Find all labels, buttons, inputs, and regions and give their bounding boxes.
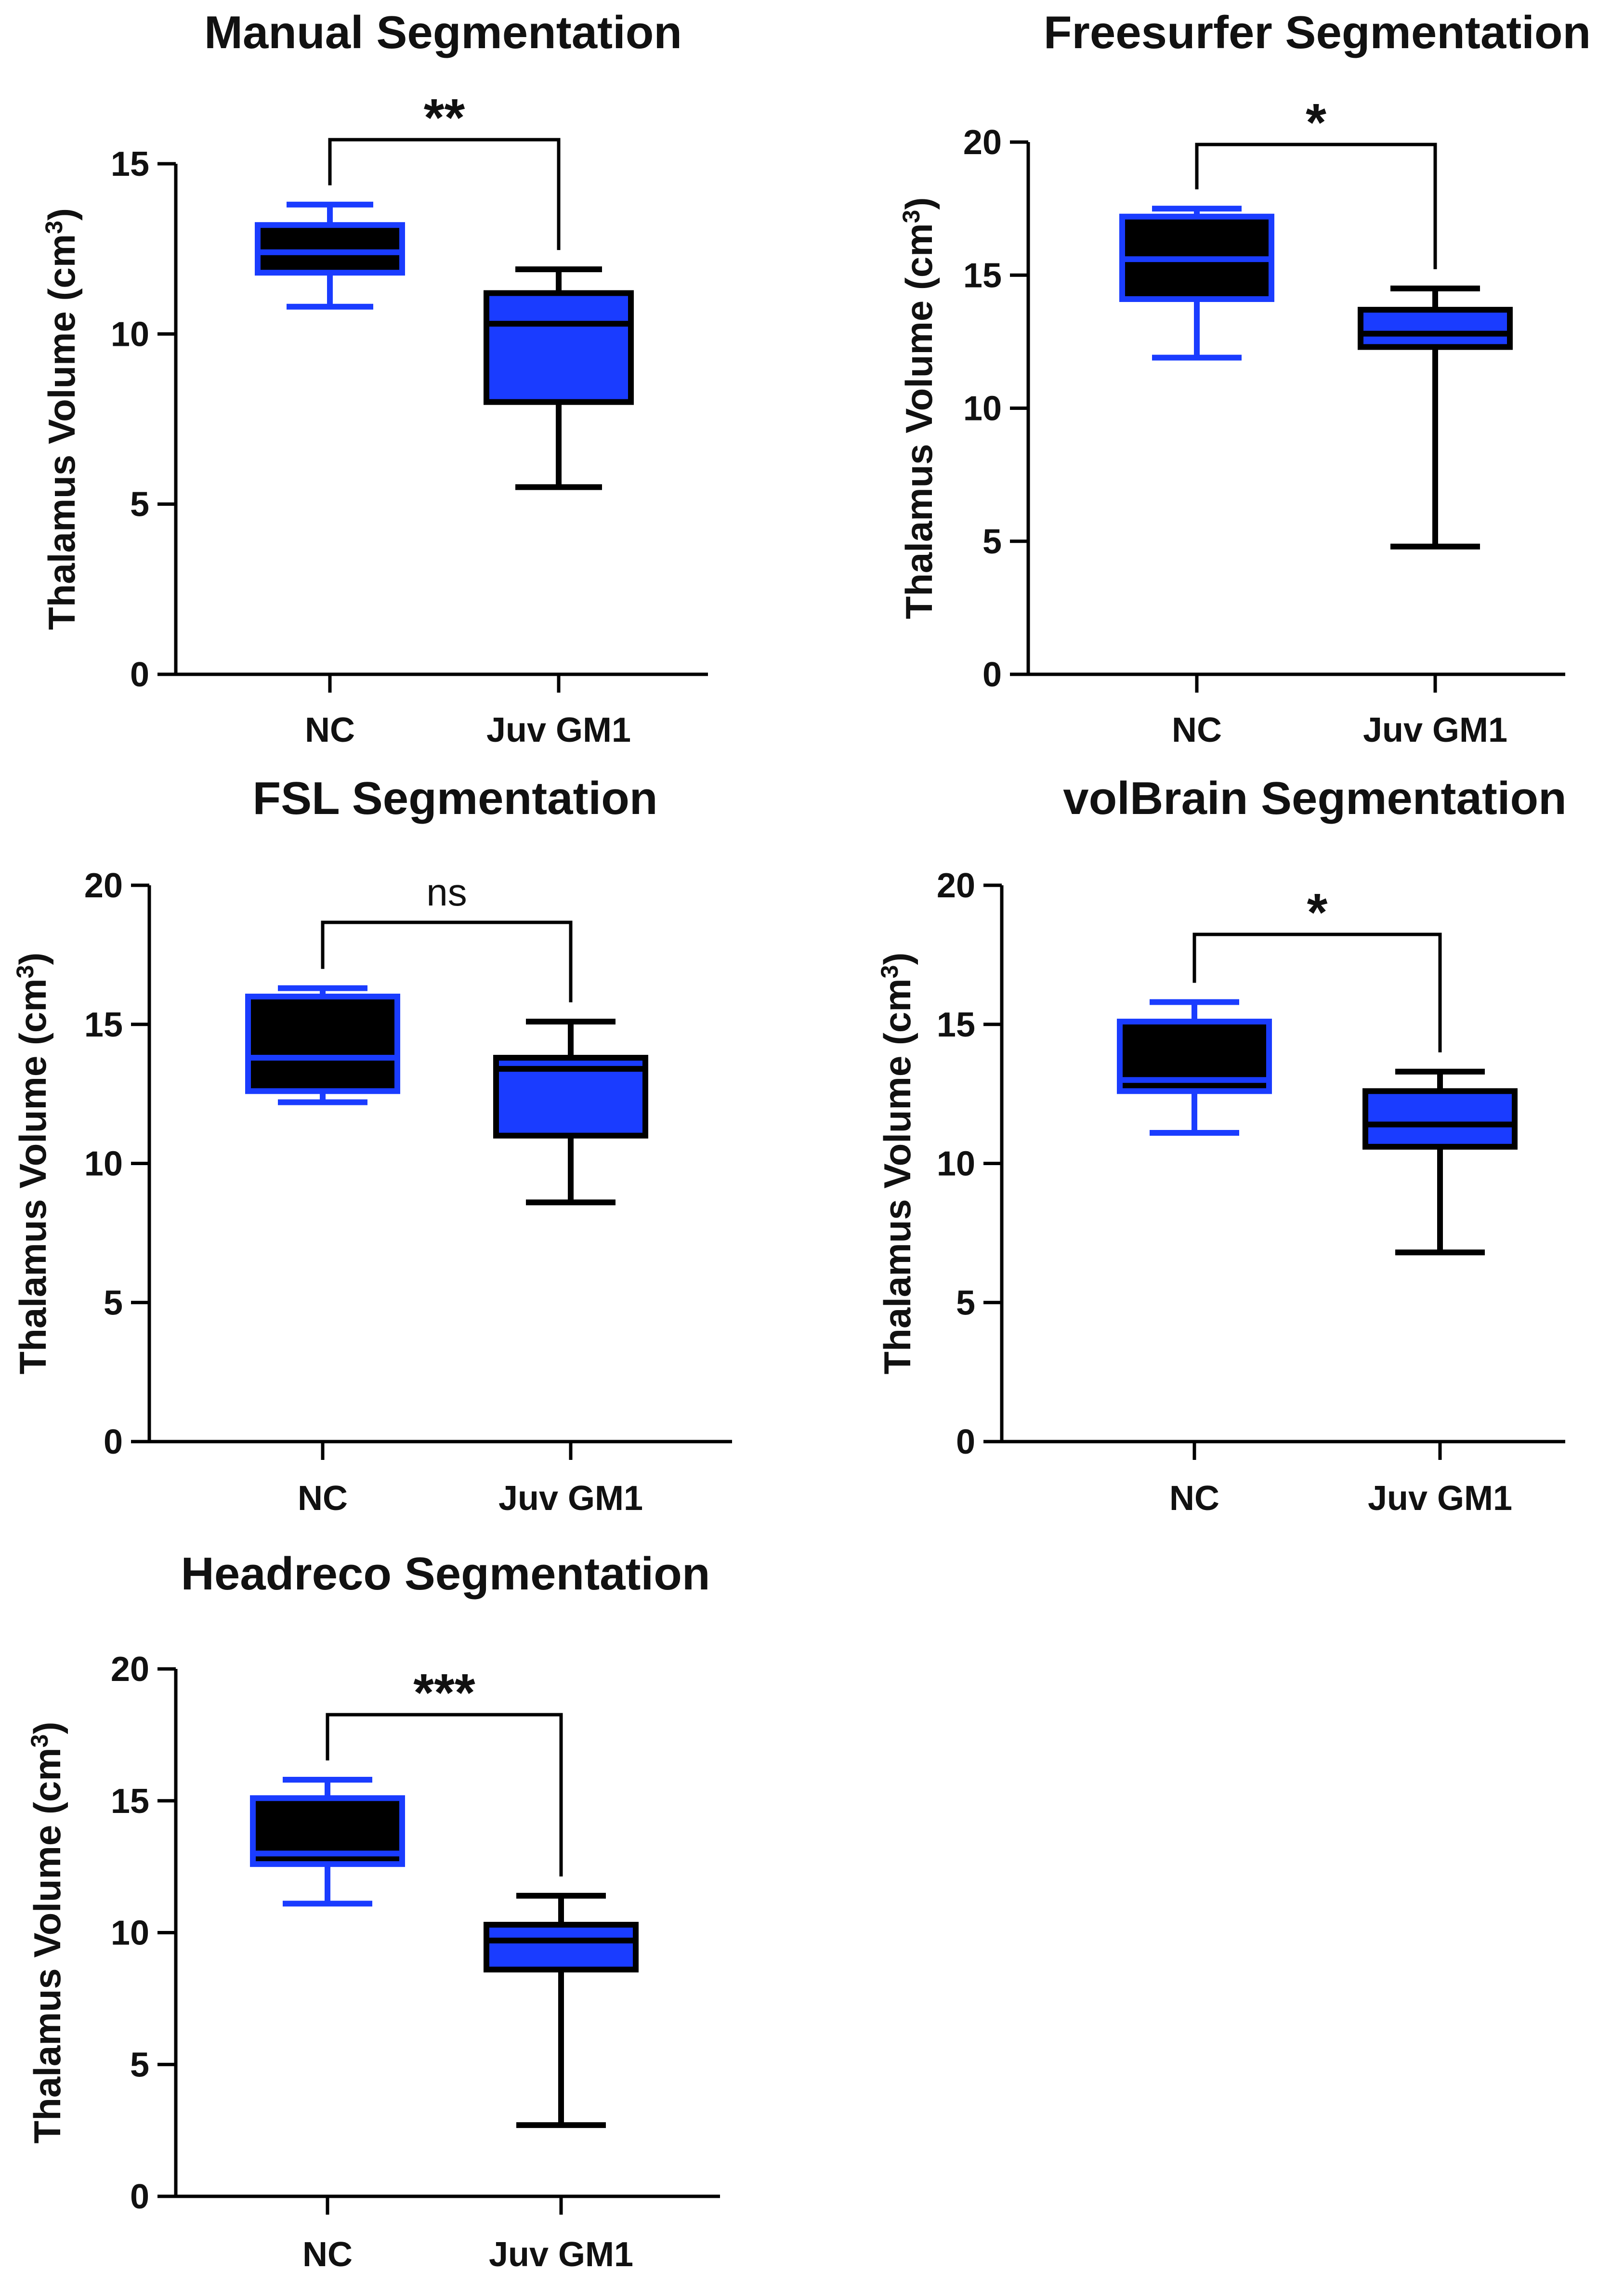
x-category-label: NC [302,2235,353,2274]
y-axis-label: Thalamus Volume (cm3) [12,953,54,1375]
box-juv-gm1 [484,1892,639,2128]
y-tick-label: 20 [84,866,123,905]
y-tick-label: 10 [84,1145,123,1183]
significance-bracket [328,138,561,250]
x-category-label: Juv GM1 [1363,711,1507,749]
chart-panel-5: Headreco Segmentation Thalamus Volume (cm… [26,1548,720,2274]
x-category-label: NC [1172,711,1222,749]
significance-bracket [321,920,573,1002]
box-juv-gm1 [1358,285,1513,550]
iqr-box [255,222,405,276]
y-tick-label: 10 [937,1145,975,1183]
box-nc [1119,206,1274,361]
chart-title: Manual Segmentation [204,7,682,58]
significance-label: *** [413,1663,475,1722]
box-nc [1117,999,1272,1136]
chart-panel-1: Manual Segmentation Thalamus Volume (cm3)… [40,7,708,749]
y-tick-label: 20 [111,1650,149,1689]
chart-title: Freesurfer Segmentation [1044,7,1591,58]
y-tick-label: 20 [963,123,1002,162]
y-tick-label: 5 [956,1284,975,1322]
y-tick-label: 0 [956,1423,975,1461]
chart-title: Headreco Segmentation [181,1548,710,1600]
iqr-box [484,1922,639,1973]
y-tick-label: 0 [982,656,1002,694]
y-tick-label: 5 [130,2046,149,2084]
y-tick-label: 15 [111,145,149,184]
chart-title: volBrain Segmentation [1063,773,1567,824]
y-tick-label: 15 [84,1006,123,1044]
significance-label: * [1307,883,1328,942]
significance-bracket [326,1713,563,1877]
significance-bracket [1195,143,1437,269]
y-tick-label: 10 [963,390,1002,428]
y-axis-label: Thalamus Volume (cm3) [898,197,940,619]
significance-bracket [1192,932,1442,1052]
y-tick-label: 0 [130,656,149,694]
iqr-box [1362,1088,1518,1150]
y-tick-label: 10 [111,315,149,354]
y-axis-label: Thalamus Volume (cm3) [26,1722,68,2144]
y-tick-label: 0 [104,1423,123,1461]
box-nc [245,985,400,1105]
significance-label: ns [426,871,467,914]
iqr-box [1358,307,1513,350]
y-tick-label: 15 [937,1006,975,1044]
y-tick-label: 15 [963,256,1002,295]
iqr-box [484,290,634,405]
chart-panel-2: Freesurfer Segmentation Thalamus Volume (… [898,7,1591,749]
significance-label: ** [424,88,465,147]
y-tick-label: 20 [937,866,975,905]
significance-label: * [1306,93,1326,152]
y-tick-label: 15 [111,1782,149,1821]
y-tick-label: 10 [111,1914,149,1953]
box-juv-gm1 [493,1018,648,1206]
x-category-label: NC [298,1479,348,1518]
y-axis-label: Thalamus Volume (cm3) [876,953,918,1375]
x-category-label: Juv GM1 [1368,1479,1512,1518]
y-axis-label: Thalamus Volume (cm3) [40,208,83,630]
box-nc [250,1776,405,1907]
y-tick-label: 5 [982,523,1002,561]
chart-title: FSL Segmentation [253,773,658,824]
chart-panel-4: volBrain Segmentation Thalamus Volume (cm… [876,773,1567,1518]
x-category-label: Juv GM1 [486,711,631,749]
y-tick-label: 5 [130,486,149,524]
box-juv-gm1 [1362,1068,1518,1256]
x-category-label: NC [1169,1479,1219,1518]
x-category-label: Juv GM1 [489,2235,633,2274]
x-category-label: Juv GM1 [498,1479,643,1518]
chart-panel-3: FSL Segmentation Thalamus Volume (cm3) 0 5 1… [12,773,732,1518]
box-juv-gm1 [484,266,634,490]
iqr-box [245,994,400,1094]
y-tick-label: 5 [104,1284,123,1322]
y-tick-label: 0 [130,2178,149,2216]
box-nc [255,201,405,310]
x-category-label: NC [305,711,355,749]
